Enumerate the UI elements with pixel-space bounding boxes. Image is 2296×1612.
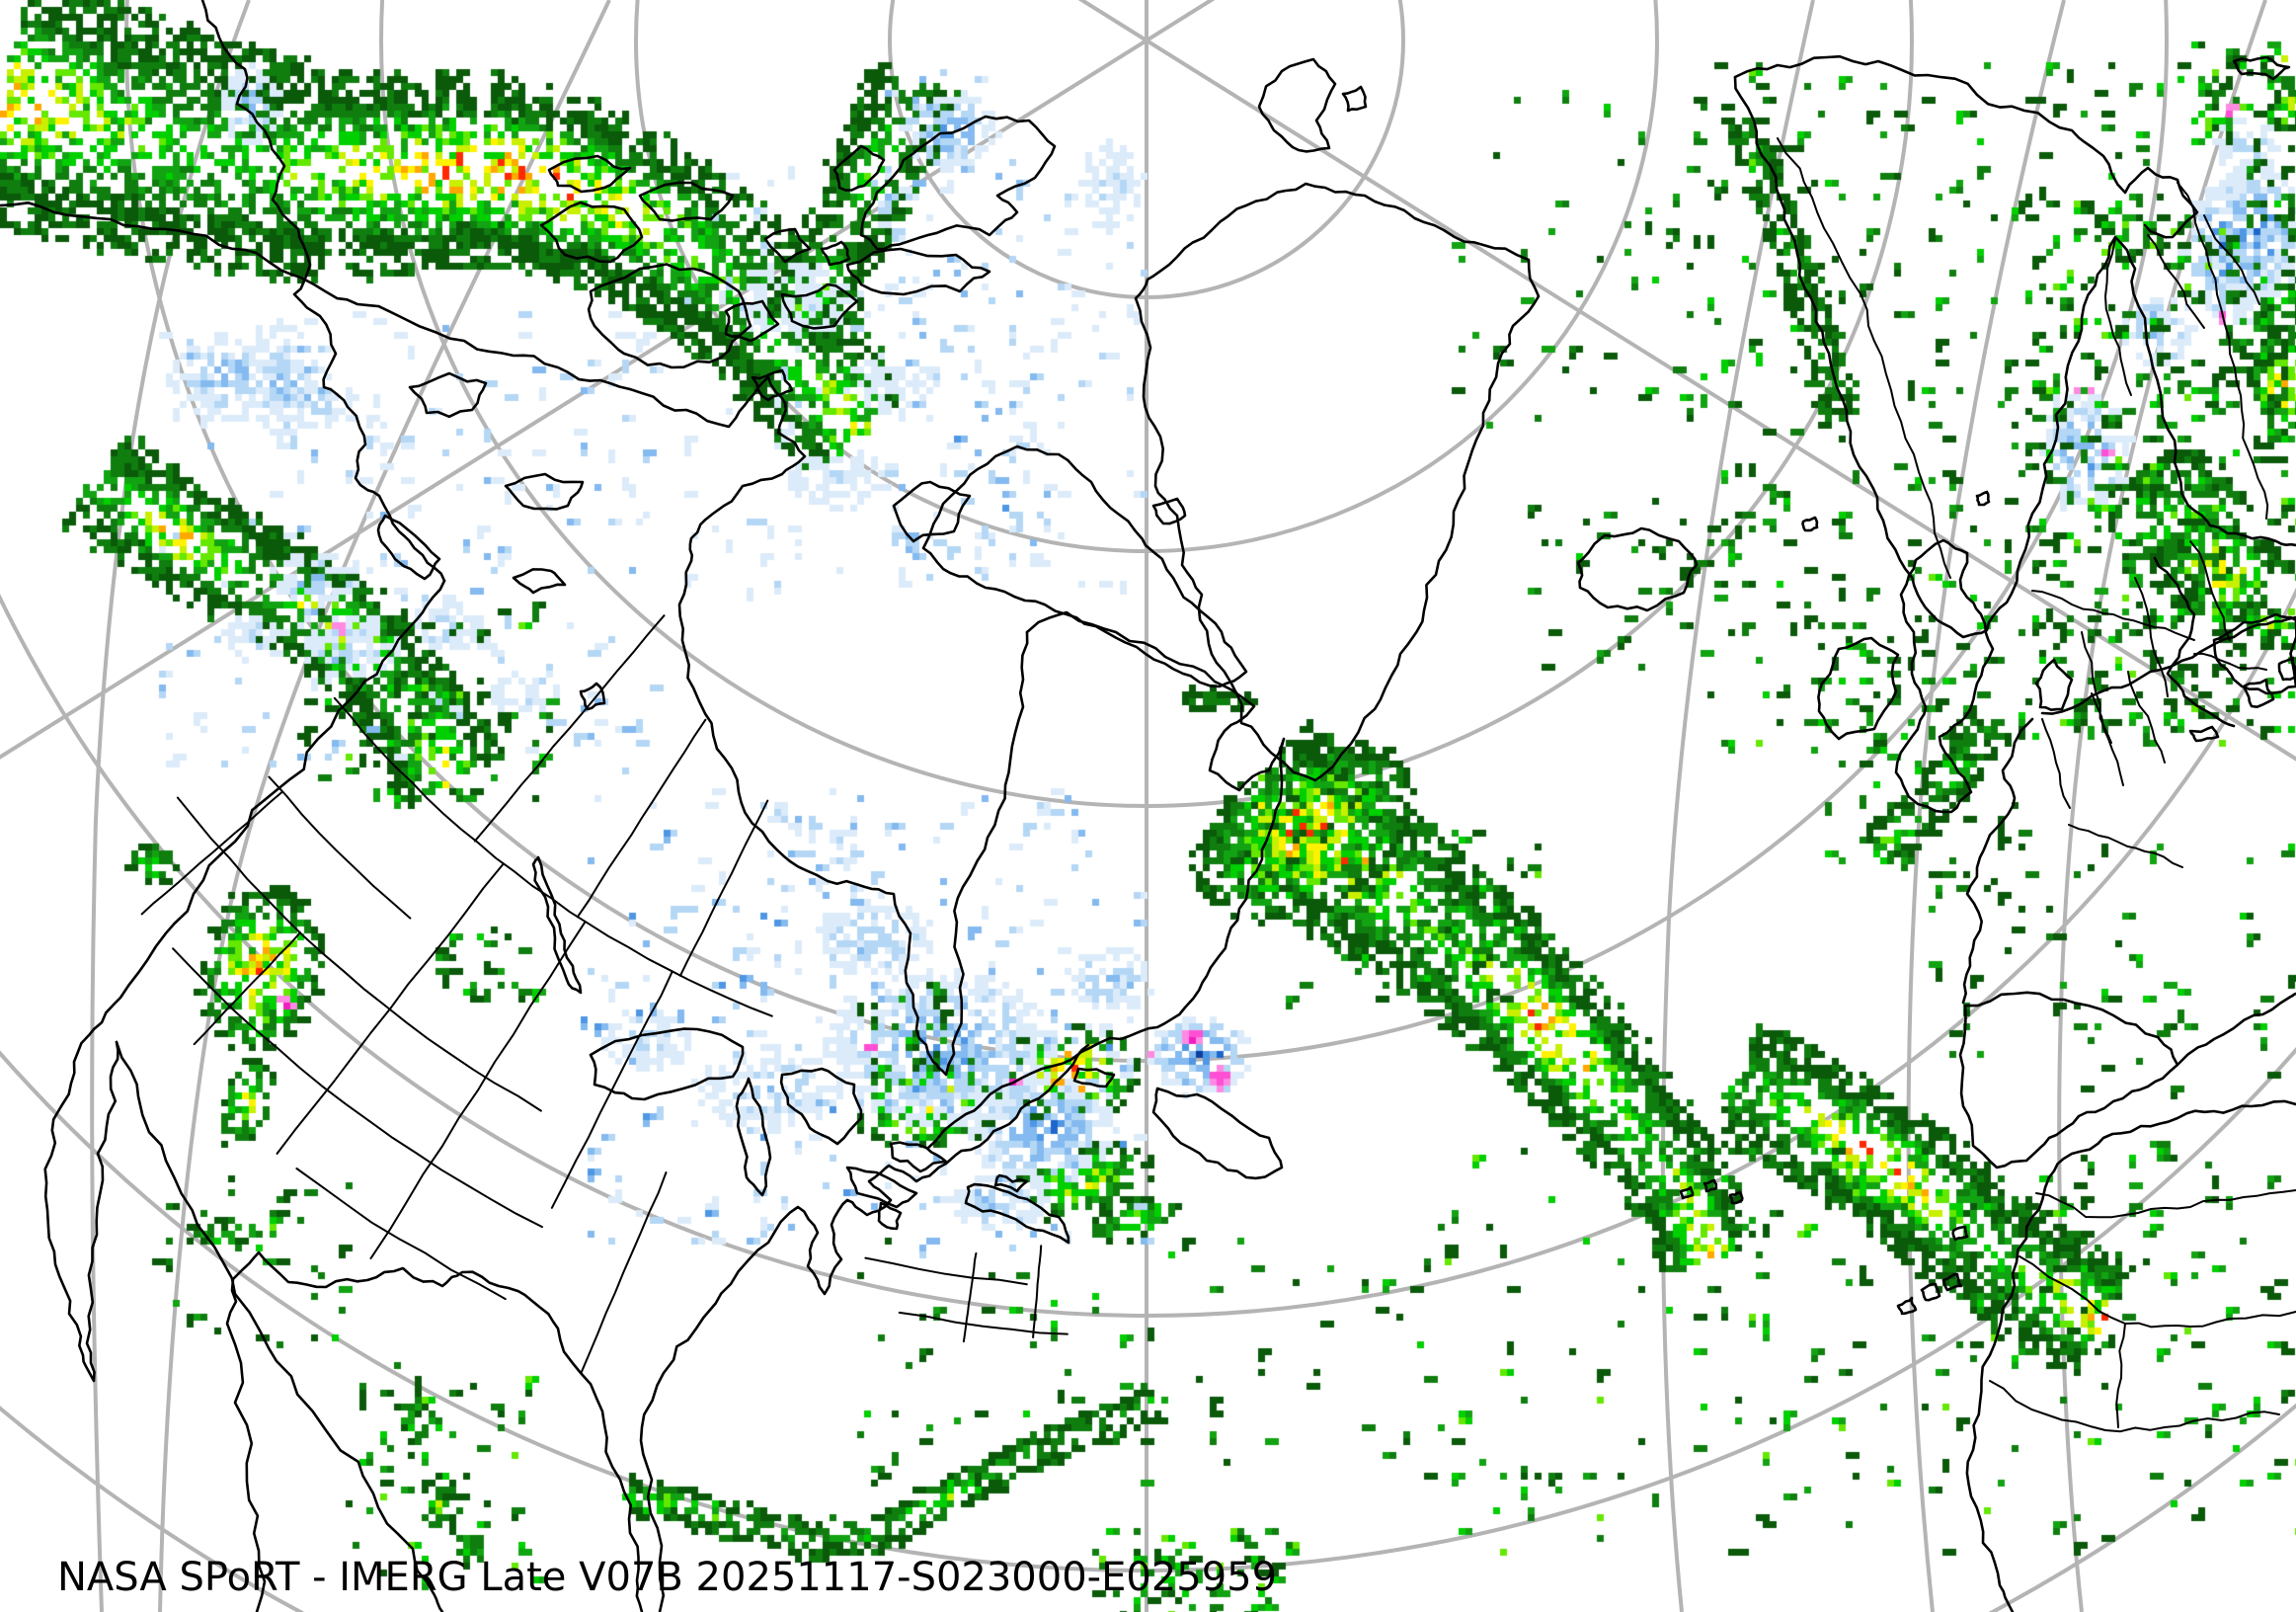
product-label: NASA SPoRT - IMERG Late V07B 20251117-S0… <box>57 1555 1278 1600</box>
